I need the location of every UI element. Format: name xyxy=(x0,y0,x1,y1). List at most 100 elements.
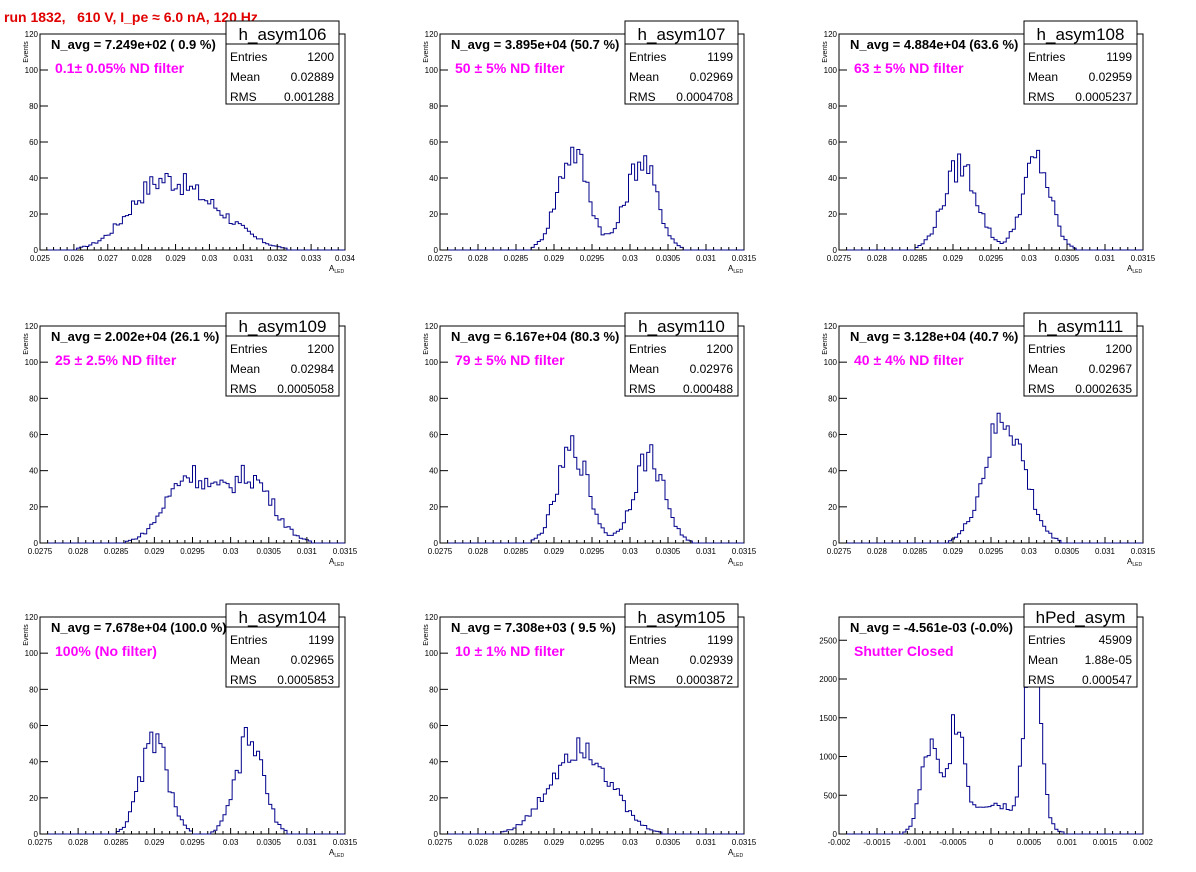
stats-box xyxy=(225,603,340,688)
x-tick-label: 0.0305 xyxy=(656,547,681,556)
x-tick-label: 0.032 xyxy=(267,254,288,263)
x-tick-label: 0.0295 xyxy=(580,254,605,263)
x-axis-subscript: LED xyxy=(1132,269,1142,275)
x-tick-label: 0.0275 xyxy=(428,838,453,847)
x-tick-label: 0.0315 xyxy=(1131,254,1156,263)
y-tick-label: 100 xyxy=(824,358,838,367)
histogram-panel-h_asym111: 0.0275 0.028 0.0285 0.029 0.0295 0.03 0.0305 0.… xyxy=(822,312,1156,568)
x-tick-label: 0.0315 xyxy=(333,838,358,847)
stats-mean-value: 0.02976 xyxy=(690,362,734,376)
x-tick-label: 0.03 xyxy=(622,547,638,556)
histogram-panel-h_asym110: 0.0275 0.028 0.0285 0.029 0.0295 0.03 0.0305 0.… xyxy=(423,312,757,568)
stats-mean-value: 0.02984 xyxy=(291,362,335,376)
x-tick-label: 0.025 xyxy=(30,254,51,263)
navg-title: N_avg = 2.002e+04 (26.1 %) xyxy=(51,329,219,344)
y-tick-label: 1000 xyxy=(819,753,837,762)
stats-rms-value: 0.0002635 xyxy=(1075,382,1132,396)
y-axis-label: Events xyxy=(423,41,430,63)
x-tick-label: 0.027 xyxy=(98,254,119,263)
stats-rms-value: 0.0005853 xyxy=(277,673,334,687)
x-tick-label: 0.0315 xyxy=(333,547,358,556)
filter-annotation: 79 ± 5% ND filter xyxy=(455,352,565,368)
y-tick-label: 20 xyxy=(29,210,38,219)
x-tick-label: 0.026 xyxy=(64,254,85,263)
stats-rms-value: 0.001288 xyxy=(284,90,334,104)
y-tick-label: 40 xyxy=(29,467,38,476)
stats-box xyxy=(1023,603,1138,688)
x-tick-label: 0.028 xyxy=(68,547,89,556)
stats-entries-value: 1200 xyxy=(307,50,334,64)
stats-entries-value: 1200 xyxy=(706,342,733,356)
stats-entries-label: Entries xyxy=(230,50,267,64)
histogram-panel-h_asym104: 0.0275 0.028 0.0285 0.029 0.0295 0.03 0.0305 0.… xyxy=(23,603,358,859)
stats-box xyxy=(1023,312,1138,397)
x-axis-symbol: A xyxy=(728,264,734,273)
stats-mean-value: 0.02969 xyxy=(690,70,734,84)
histogram-line xyxy=(40,464,345,544)
stats-box xyxy=(225,20,340,105)
y-tick-label: 100 xyxy=(25,649,39,658)
y-tick-label: 80 xyxy=(429,685,438,694)
x-tick-label: 0.0305 xyxy=(1055,254,1080,263)
x-tick-label: 0.031 xyxy=(297,838,318,847)
x-tick-label: 0.0305 xyxy=(656,254,681,263)
stats-title: h_asym105 xyxy=(638,608,726,627)
x-tick-label: 0.03 xyxy=(223,838,239,847)
x-tick-label: 0.0285 xyxy=(104,838,129,847)
y-tick-label: 100 xyxy=(425,649,439,658)
x-axis-label: ALED xyxy=(1127,557,1142,568)
x-tick-label: 0.029 xyxy=(144,547,165,556)
stats-mean-value: 0.02965 xyxy=(291,653,335,667)
filter-annotation: 50 ± 5% ND filter xyxy=(455,60,565,76)
stats-title: h_asym104 xyxy=(239,608,327,627)
x-tick-label: 0.028 xyxy=(867,254,888,263)
y-tick-label: 0 xyxy=(833,539,838,548)
stats-rms-label: RMS xyxy=(1028,673,1055,687)
x-tick-label: 0.0275 xyxy=(428,254,453,263)
stats-entries-value: 1199 xyxy=(707,50,733,64)
y-tick-label: 80 xyxy=(29,394,38,403)
histogram-line xyxy=(839,412,1143,544)
y-tick-label: 80 xyxy=(429,394,438,403)
y-tick-label: 80 xyxy=(828,102,837,111)
x-tick-label: 0.029 xyxy=(943,547,964,556)
x-tick-label: 0.034 xyxy=(335,254,356,263)
y-tick-label: 2500 xyxy=(819,636,837,645)
x-tick-label: 0.029 xyxy=(144,838,165,847)
y-tick-label: 2000 xyxy=(819,675,837,684)
y-tick-label: 80 xyxy=(29,685,38,694)
x-tick-label: 0 xyxy=(989,838,994,847)
stats-rms-value: 0.000488 xyxy=(683,382,733,396)
stats-entries-label: Entries xyxy=(1028,342,1065,356)
y-axis-label: Events xyxy=(23,333,30,355)
y-tick-label: 40 xyxy=(828,174,837,183)
navg-title: N_avg = 7.249e+02 ( 0.9 %) xyxy=(51,37,216,52)
x-tick-label: 0.0275 xyxy=(428,547,453,556)
histogram-line xyxy=(440,146,744,251)
y-tick-label: 20 xyxy=(29,794,38,803)
x-tick-label: 0.03 xyxy=(223,547,239,556)
x-axis-subscript: LED xyxy=(334,562,344,568)
y-tick-label: 100 xyxy=(425,66,439,75)
y-tick-label: 100 xyxy=(824,66,838,75)
filter-annotation: 10 ± 1% ND filter xyxy=(455,643,565,659)
stats-entries-value: 1199 xyxy=(707,633,733,647)
x-axis-label: ALED xyxy=(728,848,743,859)
x-axis-symbol: A xyxy=(728,848,734,857)
stats-entries-value: 45909 xyxy=(1099,633,1133,647)
stats-rms-label: RMS xyxy=(629,382,656,396)
x-tick-label: -0.0015 xyxy=(863,838,891,847)
x-axis-label: ALED xyxy=(728,264,743,275)
y-tick-label: 120 xyxy=(824,30,838,39)
y-tick-label: 80 xyxy=(828,394,837,403)
x-tick-label: 0.03 xyxy=(622,254,638,263)
y-tick-label: 120 xyxy=(25,613,39,622)
x-tick-label: 0.0305 xyxy=(257,547,282,556)
stats-title: h_asym108 xyxy=(1037,25,1125,44)
stats-mean-label: Mean xyxy=(1028,653,1058,667)
x-tick-label: 0.031 xyxy=(696,838,717,847)
stats-rms-value: 0.0003872 xyxy=(676,673,733,687)
filter-annotation: 63 ± 5% ND filter xyxy=(854,60,964,76)
x-axis-label: ALED xyxy=(329,557,344,568)
